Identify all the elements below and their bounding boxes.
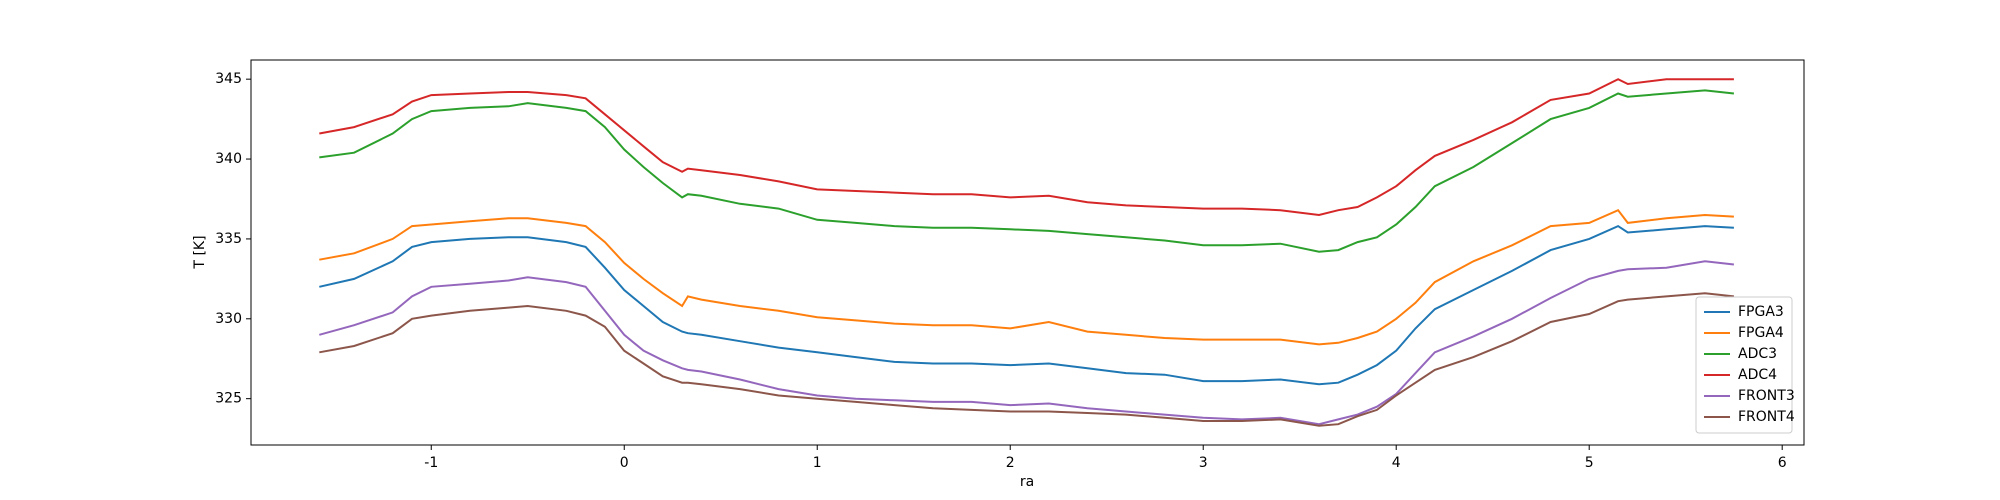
series-line [319,208,1734,346]
y-tick-label: 345 [215,71,242,87]
legend-label: FRONT4 [1738,409,1795,425]
y-tick-label: 335 [215,231,242,247]
x-tick-label: 5 [1585,455,1594,471]
series-line [319,260,1735,426]
legend-label: ADC4 [1738,367,1777,383]
y-axis-label: T [K] [192,235,208,269]
legend-box [1695,296,1793,434]
y-tick-label: 340 [215,151,242,167]
x-tick-label: 3 [1199,455,1208,471]
legend-label: FPGA4 [1738,325,1784,341]
x-tick-label: 2 [1006,455,1015,471]
legend-label: FPGA3 [1738,304,1784,320]
plot-frame [250,59,1805,446]
x-tick-label: -1 [424,455,438,471]
y-tick-label: 325 [215,391,242,407]
series-line [319,78,1734,217]
legend-label: ADC3 [1738,346,1777,362]
x-tick-label: 4 [1392,455,1401,471]
x-tick-label: 6 [1778,455,1787,471]
x-tick-label: 0 [620,455,629,471]
x-axis-label: ra [1020,474,1034,490]
y-tick-label: 330 [215,311,242,327]
x-tick-label: 1 [813,455,822,471]
series-line [319,224,1734,386]
legend-label: FRONT3 [1738,388,1795,404]
series-line [319,292,1735,427]
series-line [319,89,1735,253]
